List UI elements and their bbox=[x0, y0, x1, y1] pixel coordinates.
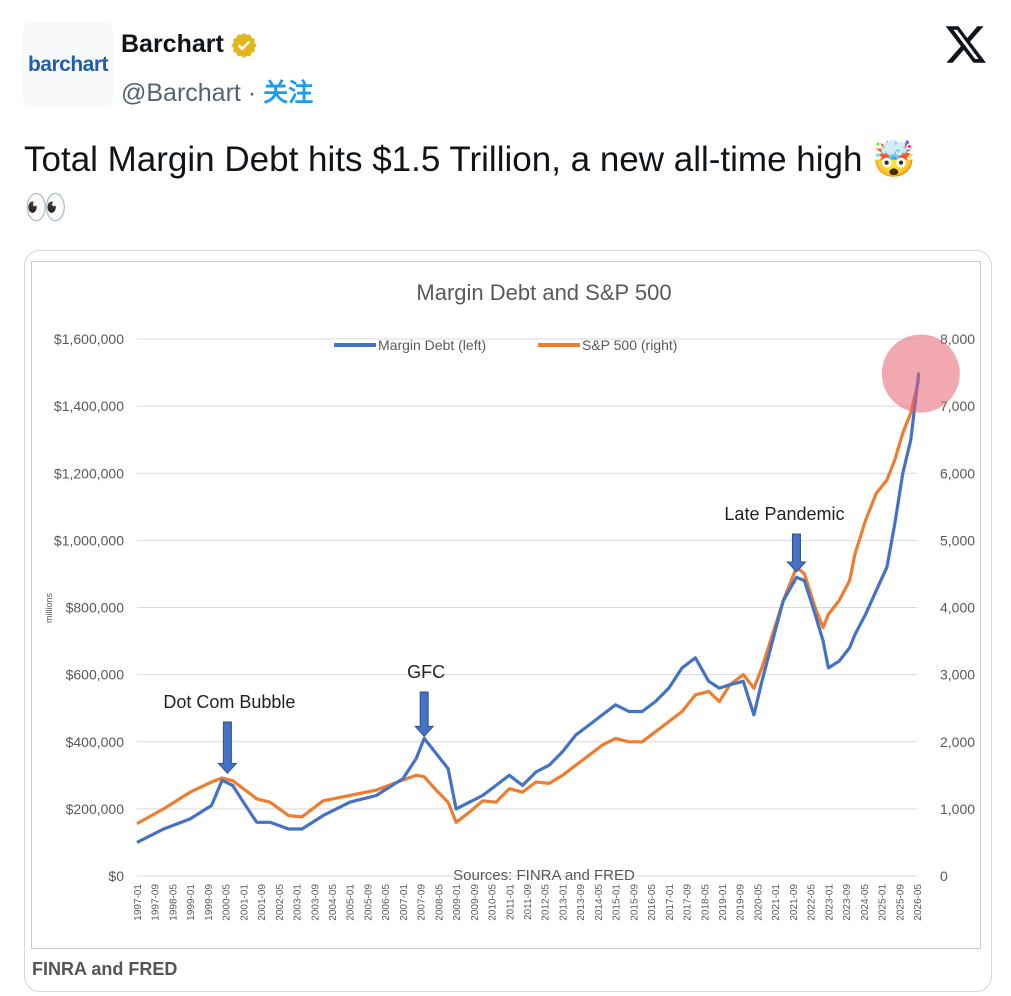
x-tick-label: 2001-01 bbox=[239, 884, 250, 921]
y-left-tick-label: $0 bbox=[108, 868, 124, 884]
x-tick-label: 2017-01 bbox=[665, 884, 676, 921]
x-tick-label: 2025-01 bbox=[878, 884, 889, 921]
handle-row: @Barchart · 关注 bbox=[121, 73, 313, 109]
avatar[interactable]: barchart bbox=[23, 22, 113, 108]
x-tick-label: 2011-09 bbox=[523, 884, 534, 920]
x-tick-label: 1999-01 bbox=[186, 884, 197, 921]
x-tick-label: 2013-09 bbox=[576, 884, 587, 921]
chart-frame: $1,600,000 8,000 $1,400,000 7,000 $1,200,000… bbox=[31, 261, 981, 949]
avatar-text: barchart bbox=[27, 53, 109, 76]
margin-debt-line bbox=[136, 372, 921, 844]
y-left-axis-label: millions bbox=[44, 593, 54, 624]
highlight-circle bbox=[881, 334, 960, 413]
author-name-row[interactable]: Barchart bbox=[121, 30, 258, 59]
x-logo-icon[interactable] bbox=[943, 22, 989, 66]
y-right-tick-label: 2,000 bbox=[940, 734, 975, 750]
x-tick-label: 2009-01 bbox=[452, 884, 463, 921]
y-right-tick-label: 3,000 bbox=[940, 667, 975, 683]
follow-button[interactable]: 关注 bbox=[263, 79, 314, 107]
x-tick-label: 2019-01 bbox=[718, 884, 729, 921]
y-right-tick-label: 6,000 bbox=[940, 465, 975, 481]
y-right-tick-label: 7,000 bbox=[940, 398, 975, 414]
x-tick-label: 2024-05 bbox=[860, 884, 871, 921]
source-note: Sources: FINRA and FRED bbox=[453, 867, 635, 884]
legend-label-sp500: S&P 500 (right) bbox=[582, 337, 677, 353]
x-tick-label: 2018-05 bbox=[700, 884, 711, 921]
x-tick-label: 1997-09 bbox=[151, 884, 162, 921]
x-tick-label: 2017-09 bbox=[683, 884, 694, 921]
x-tick-label: 2020-05 bbox=[753, 884, 764, 921]
y-left-tick-label: $1,000,000 bbox=[54, 532, 124, 548]
annotation-label: GFC bbox=[407, 662, 445, 682]
sp500-line bbox=[136, 378, 921, 826]
x-tick-label: 2006-05 bbox=[381, 884, 392, 921]
x-tick-label: 2014-05 bbox=[594, 884, 605, 921]
y-left-tick-label: $800,000 bbox=[66, 600, 125, 616]
x-tick-label: 2009-09 bbox=[470, 884, 481, 921]
annotation-label: Late Pandemic bbox=[724, 504, 844, 524]
x-tick-label: 2015-09 bbox=[629, 884, 640, 921]
x-tick-label: 2019-09 bbox=[736, 884, 747, 921]
x-tick-label: 1998-05 bbox=[168, 884, 179, 921]
separator: · bbox=[247, 79, 257, 107]
annotation-arrow bbox=[786, 533, 807, 573]
tweet-text: Total Margin Debt hits $1.5 Trillion, a … bbox=[24, 136, 989, 232]
x-tick-label: 2007-09 bbox=[417, 884, 428, 921]
annotation-arrow bbox=[414, 691, 435, 738]
y-left-tick-label: $600,000 bbox=[66, 667, 125, 683]
legend-label-margin-debt: Margin Debt (left) bbox=[378, 337, 486, 353]
x-tick-label: 2002-05 bbox=[275, 884, 286, 921]
y-left-tick-label: $200,000 bbox=[66, 801, 125, 817]
y-left-tick-label: $1,600,000 bbox=[54, 331, 124, 347]
x-tick-label: 2000-05 bbox=[222, 884, 233, 921]
y-right-tick-label: 0 bbox=[940, 868, 948, 884]
x-tick-label: 2016-05 bbox=[647, 884, 658, 921]
x-tick-label: 2022-05 bbox=[807, 884, 818, 921]
x-tick-label: 2007-01 bbox=[399, 884, 410, 921]
x-tick-label: 2003-01 bbox=[293, 884, 304, 921]
x-tick-label: 2023-01 bbox=[824, 884, 835, 921]
x-tick-label: 2008-05 bbox=[434, 884, 445, 921]
x-tick-label: 2013-01 bbox=[558, 884, 569, 921]
x-tick-label: 1997-01 bbox=[133, 884, 144, 921]
x-tick-label: 2023-09 bbox=[842, 884, 853, 921]
chart-title: Margin Debt and S&P 500 bbox=[416, 280, 671, 305]
x-tick-label: 2012-05 bbox=[541, 884, 552, 921]
margin-debt-chart: $1,600,000 8,000 $1,400,000 7,000 $1,200,000… bbox=[44, 280, 975, 921]
x-tick-label: 2003-09 bbox=[310, 884, 321, 921]
x-tick-label: 2015-01 bbox=[612, 884, 623, 921]
tweet-text-line2: 👀 bbox=[24, 188, 68, 227]
annotation-label: Dot Com Bubble bbox=[163, 692, 295, 712]
author-name[interactable]: Barchart bbox=[121, 30, 224, 58]
annotation-arrow bbox=[217, 721, 238, 775]
x-tick-label: 2005-01 bbox=[346, 884, 357, 921]
x-tick-label: 2026-05 bbox=[913, 884, 924, 921]
tweet-media[interactable]: $1,600,000 8,000 $1,400,000 7,000 $1,200,000… bbox=[24, 250, 992, 992]
y-left-tick-label: $400,000 bbox=[66, 734, 125, 750]
x-tick-label: 2011-01 bbox=[505, 884, 516, 920]
media-caption: FINRA and FRED bbox=[32, 959, 178, 979]
x-tick-label: 2005-09 bbox=[363, 884, 374, 921]
verified-badge-icon bbox=[231, 32, 257, 58]
y-left-tick-label: $1,400,000 bbox=[54, 398, 124, 414]
x-tick-label: 2021-09 bbox=[789, 884, 800, 921]
y-left-tick-label: $1,200,000 bbox=[54, 465, 124, 481]
y-right-tick-label: 1,000 bbox=[940, 801, 975, 817]
x-tick-label: 2010-05 bbox=[488, 884, 499, 921]
x-tick-label: 1999-09 bbox=[204, 884, 215, 921]
y-right-tick-label: 4,000 bbox=[940, 600, 975, 616]
x-tick-label: 2025-09 bbox=[895, 884, 906, 921]
x-tick-label: 2004-05 bbox=[328, 884, 339, 921]
handle[interactable]: @Barchart bbox=[121, 79, 241, 107]
y-right-tick-label: 8,000 bbox=[940, 331, 975, 347]
x-tick-label: 2001-09 bbox=[257, 884, 268, 921]
y-right-tick-label: 5,000 bbox=[940, 532, 975, 548]
tweet-text-line1: Total Margin Debt hits $1.5 Trillion, a … bbox=[24, 140, 916, 179]
x-tick-label: 2021-01 bbox=[771, 884, 782, 921]
